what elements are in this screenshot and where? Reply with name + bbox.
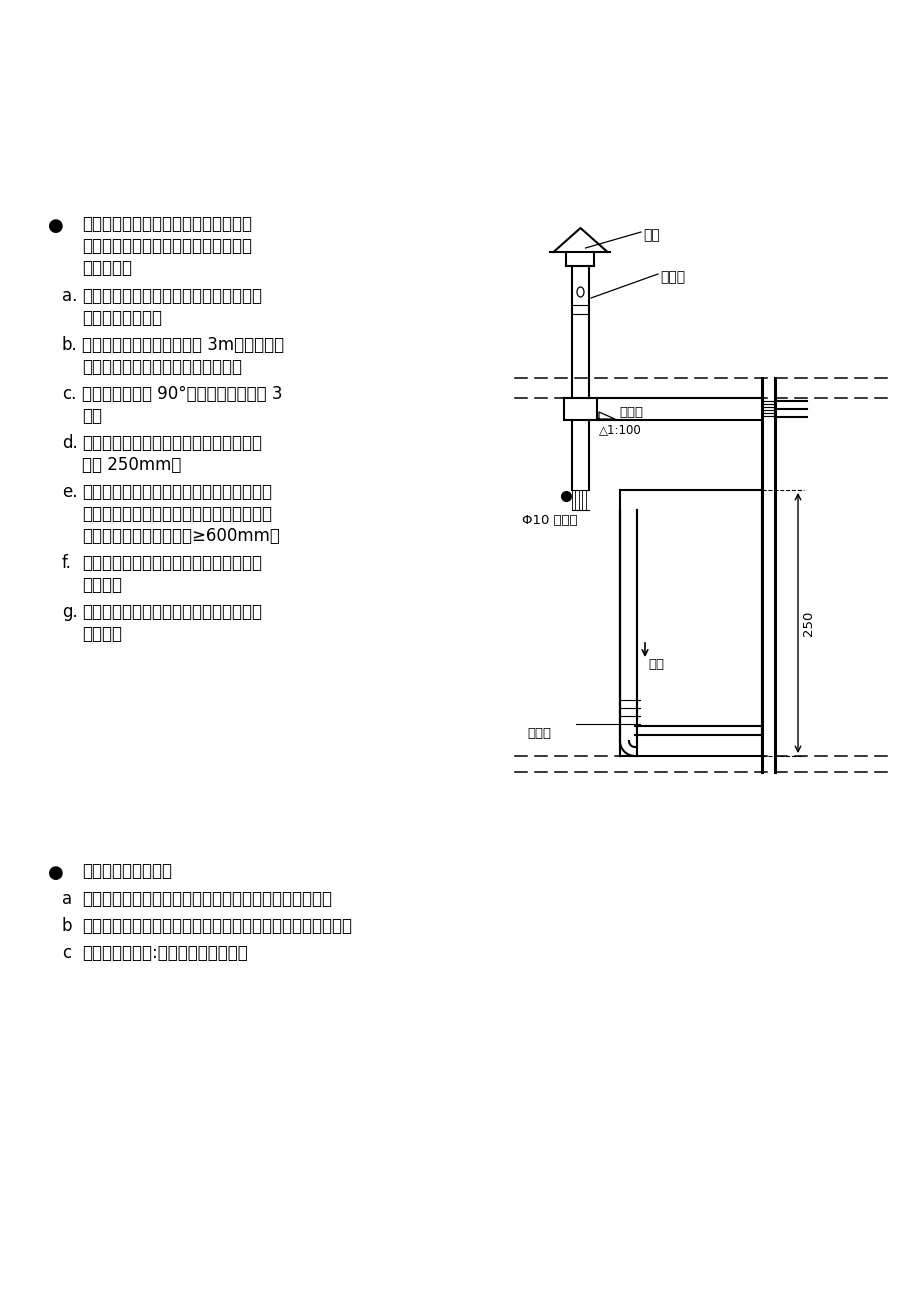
Text: b: b: [62, 917, 73, 935]
Text: 防倒风罩以上的排气管室内垂直部分不得: 防倒风罩以上的排气管室内垂直部分不得: [82, 434, 262, 452]
Text: 250: 250: [801, 611, 814, 635]
Text: ●: ●: [48, 217, 63, 234]
Text: 风帽: 风帽: [642, 228, 659, 242]
Text: 气有效排向室外。: 气有效排向室外。: [82, 309, 162, 327]
Text: 排气筒: 排气筒: [659, 270, 685, 284]
Text: a: a: [62, 891, 72, 907]
Text: 右图的要求: 右图的要求: [82, 259, 131, 277]
Text: Φ10 排水口: Φ10 排水口: [521, 514, 577, 527]
Text: ●: ●: [48, 865, 63, 881]
Text: a.: a.: [62, 286, 77, 305]
Text: b.: b.: [62, 336, 78, 354]
Text: 排气管的安装：必须安装排气管，不装: 排气管的安装：必须安装排气管，不装: [82, 215, 252, 233]
Text: d.: d.: [62, 434, 78, 452]
Text: 排气口: 排气口: [618, 405, 642, 418]
Text: g.: g.: [62, 603, 78, 621]
Text: 排气管道不能使用，排气管安装应符合: 排气管道不能使用，排气管安装应符合: [82, 237, 252, 255]
Text: 建筑物及其开口的距离应≥600mm。: 建筑物及其开口的距离应≥600mm。: [82, 527, 279, 546]
Text: f.: f.: [62, 553, 72, 572]
Text: c: c: [62, 944, 71, 962]
Text: 小于 250mm。: 小于 250mm。: [82, 456, 181, 474]
Text: 进气口: 进气口: [527, 727, 550, 740]
Text: 排气管的高度应保证有足够的抗力，使烟: 排气管的高度应保证有足够的抗力，使烟: [82, 286, 262, 305]
Text: 排气管弯头宜为 90°，弯头数不应多于 3: 排气管弯头宜为 90°，弯头数不应多于 3: [82, 385, 282, 404]
Text: e.: e.: [62, 483, 77, 501]
Text: 风帽，其位置不应处于风压带内，它与周围: 风帽，其位置不应处于风压带内，它与周围: [82, 505, 272, 523]
Text: 排气管顶端必须安装有效的防风、雨、雪的: 排气管顶端必须安装有效的防风、雨、雪的: [82, 483, 272, 501]
Text: 进气口应设在室内高度二分之一以下，能通大气的地方；: 进气口应设在室内高度二分之一以下，能通大气的地方；: [82, 891, 332, 907]
Text: 个。: 个。: [82, 408, 102, 424]
Text: 灯紧固。: 灯紧固。: [82, 625, 122, 643]
Text: △1:100: △1:100: [598, 423, 641, 436]
Text: 必须保证接口的气密性和可靠性，用自攻: 必须保证接口的气密性和可靠性，用自攻: [82, 603, 262, 621]
Text: 排气口应设在接近棚顶且尽量远离排气管能通大气的外墙上；: 排气口应设在接近棚顶且尽量远离排气管能通大气的外墙上；: [82, 917, 352, 935]
Text: 排气管严禁安装在楼房的换气风道和公共: 排气管严禁安装在楼房的换气风道和公共: [82, 553, 262, 572]
Text: 排气管水平部分长度宜小于 3m，排气管口: 排气管水平部分长度宜小于 3m，排气管口: [82, 336, 284, 354]
Text: 烟道上。: 烟道上。: [82, 575, 122, 594]
Text: 设置给排气口的规定: 设置给排气口的规定: [82, 862, 172, 880]
Text: 空气: 空气: [647, 658, 664, 671]
Text: 进、排气口面积:应符合下表的要求。: 进、排气口面积:应符合下表的要求。: [82, 944, 247, 962]
Text: c.: c.: [62, 385, 76, 404]
Text: 稍向下斜。防止雨水及冷凝水倒流。: 稍向下斜。防止雨水及冷凝水倒流。: [82, 358, 242, 376]
